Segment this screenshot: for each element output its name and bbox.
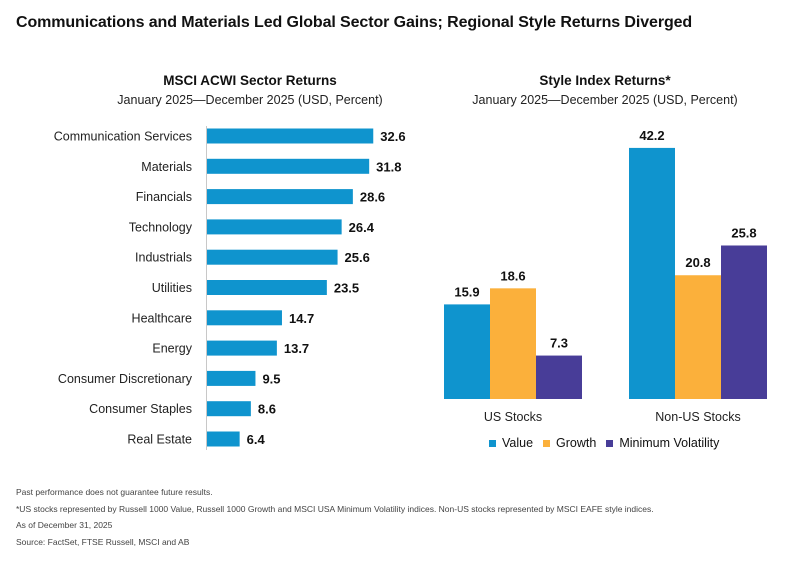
category-label-energy: Energy — [152, 342, 192, 356]
data-label-non-us-stocks-value: 42.2 — [639, 128, 664, 143]
data-label-us-stocks-value: 15.9 — [454, 284, 479, 299]
data-label-us-stocks-growth: 18.6 — [500, 268, 525, 283]
legend-swatch-growth — [543, 439, 551, 447]
bar-financials — [207, 189, 353, 205]
data-label-industrials: 25.6 — [345, 250, 370, 265]
style-chart-subtitle: January 2025—December 2025 (USD, Percent… — [472, 93, 738, 107]
bar-real-estate — [207, 431, 240, 447]
bar-us-stocks-value — [444, 304, 490, 399]
category-label-non-us-stocks: Non-US Stocks — [655, 410, 740, 424]
bar-energy — [207, 340, 277, 356]
category-label-us-stocks: US Stocks — [484, 410, 542, 424]
data-label-materials: 31.8 — [376, 159, 401, 174]
bar-non-us-stocks-value — [629, 147, 675, 399]
bar-consumer-staples — [207, 401, 251, 417]
category-label-financials: Financials — [136, 190, 192, 204]
legend-label-min-vol: Minimum Volatility — [619, 436, 720, 450]
data-label-non-us-stocks-minimum-volatility: 25.8 — [731, 225, 756, 240]
bar-us-stocks-growth — [490, 288, 536, 399]
category-label-industrials: Industrials — [135, 251, 192, 265]
category-label-technology: Technology — [129, 220, 193, 234]
bar-technology — [207, 219, 342, 235]
data-label-technology: 26.4 — [349, 220, 375, 235]
bar-non-us-stocks-growth — [675, 275, 721, 399]
style-legend: Value Growth Minimum Volatility — [489, 436, 729, 450]
data-label-consumer-staples: 8.6 — [258, 402, 276, 417]
footnote-source: Source: FactSet, FTSE Russell, MSCI and … — [16, 537, 190, 547]
category-label-communication-services: Communication Services — [54, 130, 192, 144]
legend-label-growth: Growth — [556, 436, 597, 450]
sector-chart-subtitle: January 2025—December 2025 (USD, Percent… — [117, 93, 383, 107]
data-label-real-estate: 6.4 — [247, 432, 266, 447]
legend-swatch-min-vol — [606, 439, 614, 447]
bar-consumer-discretionary — [207, 370, 256, 386]
data-label-energy: 13.7 — [284, 341, 309, 356]
data-label-utilities: 23.5 — [334, 281, 359, 296]
style-chart-title: Style Index Returns* — [539, 73, 671, 88]
bar-us-stocks-minimum-volatility — [536, 355, 582, 399]
bar-materials — [207, 158, 370, 174]
bar-non-us-stocks-minimum-volatility — [721, 245, 767, 399]
data-label-healthcare: 14.7 — [289, 311, 314, 326]
category-label-healthcare: Healthcare — [132, 311, 192, 325]
legend-swatch-value — [489, 439, 496, 447]
footnote-performance: Past performance does not guarantee futu… — [16, 487, 213, 497]
footnote-indices: *US stocks represented by Russell 1000 V… — [16, 504, 654, 514]
bar-utilities — [207, 280, 327, 295]
bar-communication-services — [207, 128, 374, 144]
data-label-communication-services: 32.6 — [380, 129, 405, 144]
legend-item-growth: Growth — [543, 436, 596, 450]
category-label-materials: Materials — [141, 160, 192, 174]
legend-item-value: Value — [489, 436, 533, 450]
bar-healthcare — [207, 310, 282, 326]
page-title: Communications and Materials Led Global … — [16, 14, 693, 31]
category-label-consumer-discretionary: Consumer Discretionary — [58, 372, 193, 386]
legend-label-value: Value — [502, 436, 534, 450]
legend-item-min-vol: Minimum Volatility — [606, 436, 719, 450]
data-label-non-us-stocks-growth: 20.8 — [685, 255, 710, 270]
category-label-consumer-staples: Consumer Staples — [89, 402, 192, 416]
footnote-date: As of December 31, 2025 — [16, 520, 113, 530]
category-label-real-estate: Real Estate — [127, 433, 192, 447]
category-label-utilities: Utilities — [152, 281, 192, 295]
data-label-consumer-discretionary: 9.5 — [262, 371, 280, 386]
data-label-us-stocks-minimum-volatility: 7.3 — [550, 336, 568, 351]
bar-industrials — [207, 249, 338, 265]
sector-chart-title: MSCI ACWI Sector Returns — [163, 73, 337, 88]
data-label-financials: 28.6 — [360, 190, 385, 205]
